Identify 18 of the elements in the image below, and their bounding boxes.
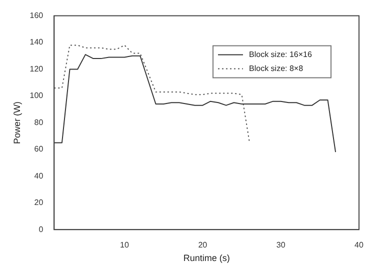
y-tick-label: 80 [34,118,44,127]
y-tick-label: 100 [30,91,44,100]
y-tick-label: 140 [30,38,44,47]
x-tick-label: 10 [120,240,130,250]
y-tick-label: 40 [34,171,44,180]
x-tick-label: 20 [198,240,208,250]
y-tick-label: 120 [30,64,44,74]
x-tick-label: 40 [354,240,364,250]
legend-label: Block size: 16×16 [249,50,312,60]
line-series [54,44,250,144]
y-axis-title: Power (W) [12,101,22,144]
y-tick-label: 20 [34,198,44,208]
x-axis-title: Runtime (s) [183,253,230,264]
x-tick-label: 30 [276,240,286,250]
legend-label: Block size: 8×8 [249,64,304,74]
y-tick-label: 0 [38,224,44,234]
y-tick-label: 160 [30,11,44,20]
y-tick-label: 60 [34,144,44,154]
